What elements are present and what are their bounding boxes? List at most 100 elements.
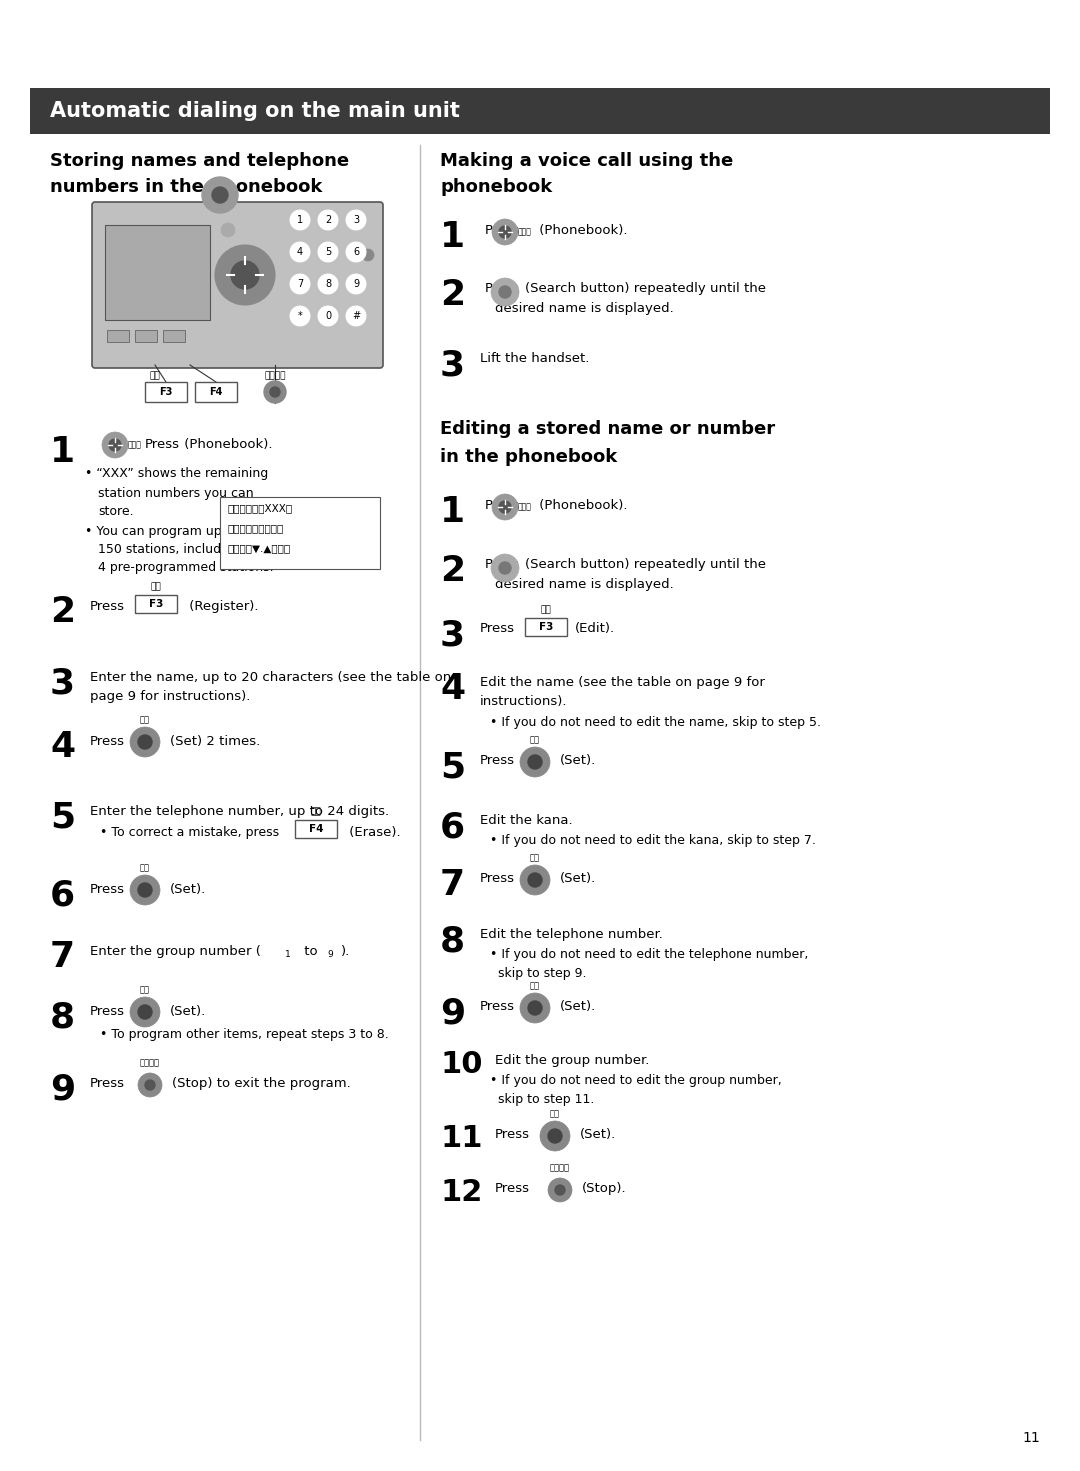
Text: 11: 11	[440, 1124, 483, 1153]
Text: Making a voice call using the: Making a voice call using the	[440, 152, 733, 171]
Circle shape	[130, 997, 160, 1027]
Circle shape	[528, 1000, 542, 1015]
Text: • To program other items, repeat steps 3 to 8.: • To program other items, repeat steps 3…	[100, 1028, 389, 1041]
Circle shape	[138, 736, 152, 749]
Circle shape	[318, 274, 338, 294]
Bar	[105, 225, 210, 321]
Text: 修正: 修正	[541, 605, 552, 613]
Text: Press: Press	[495, 1128, 530, 1141]
Text: 7: 7	[440, 868, 465, 902]
Text: F4: F4	[309, 824, 323, 834]
Text: (Set).: (Set).	[580, 1128, 617, 1141]
Bar	[135, 330, 157, 341]
Text: • To correct a mistake, press: • To correct a mistake, press	[100, 827, 279, 838]
Text: in the phonebook: in the phonebook	[440, 449, 618, 466]
Circle shape	[291, 243, 310, 262]
Text: 2: 2	[440, 555, 465, 588]
Text: 決定: 決定	[140, 715, 150, 724]
Circle shape	[231, 260, 259, 288]
Text: Press: Press	[90, 1077, 125, 1090]
Text: skip to step 11.: skip to step 11.	[498, 1093, 594, 1106]
Text: Press: Press	[485, 499, 519, 512]
Text: F4: F4	[210, 387, 222, 397]
Text: skip to step 9.: skip to step 9.	[498, 966, 586, 980]
Text: Press: Press	[90, 883, 125, 896]
Bar	[135, 594, 177, 613]
Text: 6: 6	[353, 247, 359, 257]
Text: (Set).: (Set).	[170, 1005, 206, 1018]
Text: (Set).: (Set).	[170, 883, 206, 896]
Text: 決定: 決定	[530, 736, 540, 744]
Text: Edit the group number.: Edit the group number.	[495, 1055, 649, 1066]
Text: to: to	[300, 944, 322, 958]
Circle shape	[318, 306, 338, 327]
Circle shape	[138, 1072, 162, 1097]
Text: • “XXX” shows the remaining: • “XXX” shows the remaining	[85, 466, 268, 480]
Text: 4: 4	[297, 247, 303, 257]
Text: 8: 8	[325, 279, 332, 288]
Text: 5: 5	[325, 247, 332, 257]
Text: (Phonebook).: (Phonebook).	[535, 224, 627, 237]
Text: desired name is displayed.: desired name is displayed.	[495, 302, 674, 315]
Text: Automatic dialing on the main unit: Automatic dialing on the main unit	[50, 101, 460, 121]
Text: 1: 1	[50, 435, 76, 469]
Circle shape	[499, 502, 511, 513]
Text: 決定: 決定	[550, 1109, 561, 1118]
Text: (Set) 2 times.: (Set) 2 times.	[170, 736, 260, 747]
Circle shape	[202, 177, 238, 213]
Bar	[30, 88, 1050, 134]
Text: 登録: 登録	[150, 371, 161, 380]
Text: 2: 2	[440, 278, 465, 312]
Text: 決定: 決定	[530, 853, 540, 862]
Text: Press: Press	[485, 282, 519, 296]
Circle shape	[519, 865, 550, 894]
Text: Press: Press	[90, 600, 125, 613]
Text: 3: 3	[50, 666, 76, 700]
Text: Press: Press	[145, 438, 180, 452]
Text: store.: store.	[98, 505, 134, 518]
Text: 8: 8	[440, 924, 465, 958]
Text: Enter the group number (: Enter the group number (	[90, 944, 261, 958]
Circle shape	[270, 387, 280, 397]
Bar	[195, 382, 237, 402]
Circle shape	[291, 306, 310, 327]
Text: F3: F3	[539, 622, 553, 633]
Text: (Set).: (Set).	[561, 755, 596, 766]
Text: 5: 5	[440, 750, 465, 784]
Text: 1: 1	[297, 215, 303, 225]
Text: • If you do not need to edit the telephone number,: • If you do not need to edit the telepho…	[490, 947, 808, 961]
Text: 電話帳: 電話帳	[518, 503, 531, 512]
Text: 11: 11	[1023, 1431, 1040, 1445]
Text: (Search button) repeatedly until the: (Search button) repeatedly until the	[525, 558, 766, 571]
Text: Press: Press	[485, 224, 519, 237]
Circle shape	[291, 210, 310, 229]
Bar	[220, 497, 380, 569]
Text: • If you do not need to edit the group number,: • If you do not need to edit the group n…	[490, 1074, 782, 1087]
Text: 電話帳: 電話帳	[518, 228, 531, 237]
Text: Enter the name, up to 20 characters (see the table on: Enter the name, up to 20 characters (see…	[90, 671, 451, 684]
Text: Enter the telephone number, up to 24 digits.: Enter the telephone number, up to 24 dig…	[90, 805, 389, 818]
Text: ストップ: ストップ	[550, 1164, 570, 1172]
Text: desired name is displayed.: desired name is displayed.	[495, 578, 674, 591]
Circle shape	[555, 1186, 565, 1194]
Circle shape	[102, 432, 129, 457]
Text: Storing names and telephone: Storing names and telephone	[50, 152, 349, 171]
Text: 9: 9	[440, 996, 465, 1030]
Text: Press: Press	[480, 872, 515, 886]
Text: 10: 10	[440, 1050, 483, 1080]
Text: F3: F3	[149, 599, 163, 609]
Text: Press: Press	[480, 755, 515, 766]
Circle shape	[499, 562, 511, 574]
Text: 3: 3	[440, 618, 465, 652]
Text: 9: 9	[353, 279, 359, 288]
Text: 9: 9	[327, 949, 333, 959]
Circle shape	[528, 872, 542, 887]
Circle shape	[362, 249, 374, 260]
Text: Press: Press	[90, 1005, 125, 1018]
Text: 0: 0	[325, 310, 332, 321]
Circle shape	[548, 1130, 562, 1143]
Text: (Register).: (Register).	[185, 600, 258, 613]
Text: *: *	[298, 310, 302, 321]
FancyBboxPatch shape	[92, 202, 383, 368]
Circle shape	[221, 224, 235, 237]
